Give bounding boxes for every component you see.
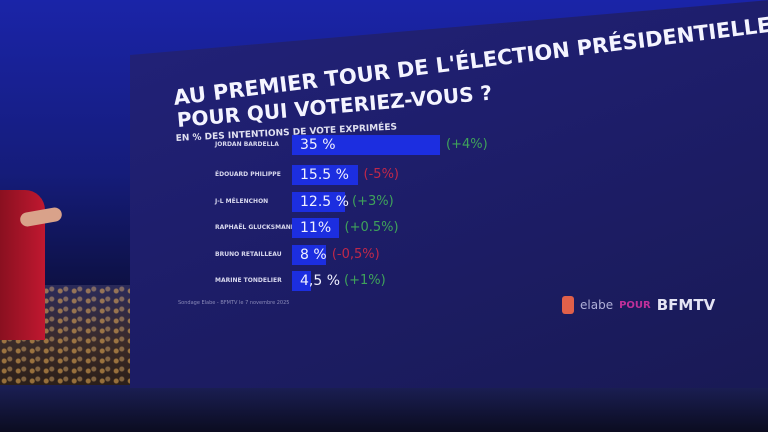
value-label: 15.5 %	[300, 167, 349, 183]
elabe-logo-icon	[562, 296, 574, 314]
change-label: (-5%)	[363, 167, 399, 182]
category-label: JORDAN BARDELLA	[215, 141, 279, 148]
change-label: (-0,5%)	[331, 247, 380, 262]
category-label: J-L MÉLENCHON	[215, 198, 269, 205]
change-label: (+4%)	[446, 137, 488, 152]
change-label: (+0.5%)	[344, 220, 399, 235]
bar	[292, 271, 312, 291]
bar	[292, 192, 345, 212]
connector: POUR	[619, 299, 651, 311]
pollster-name: elabe	[580, 298, 614, 312]
category-label: BRUNO RETAILLEAU	[215, 251, 282, 258]
bar	[292, 218, 339, 238]
studio-floor	[0, 385, 768, 432]
value-label: 8 %	[300, 247, 327, 263]
value-label: 4,5 %	[300, 273, 341, 289]
bar	[292, 135, 440, 155]
source-note: Sondage Elabe - BFMTV le 7 novembre 2025	[178, 300, 290, 306]
display-screen	[130, 0, 768, 388]
category-label: RAPHAËL GLUCKSMANN	[215, 224, 296, 231]
value-label: 35 %	[300, 137, 336, 153]
bar	[292, 245, 326, 265]
value-label: 12.5 %	[300, 194, 349, 210]
category-label: MARINE TONDELIER	[215, 277, 282, 284]
value-label: 11%	[300, 220, 332, 236]
broadcaster-logo: elabe POUR BFMTV	[562, 296, 715, 314]
channel-name: BFMTV	[656, 296, 716, 314]
change-label: (+1%)	[344, 273, 386, 288]
bar	[292, 165, 358, 185]
change-label: (+3%)	[352, 194, 394, 209]
category-label: ÉDOUARD PHILIPPE	[215, 171, 281, 178]
